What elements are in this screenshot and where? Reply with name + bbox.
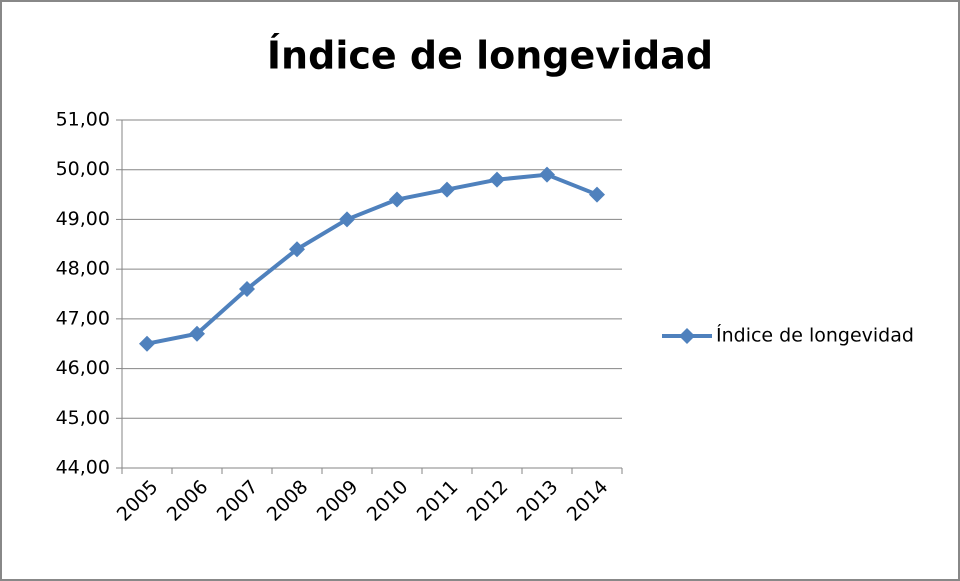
- y-tick-label: 49,00: [56, 208, 110, 230]
- marker: [339, 211, 355, 228]
- line-series: [146, 172, 598, 346]
- y-tick-label: 46,00: [56, 357, 110, 379]
- legend-marker: [679, 328, 695, 344]
- legend-label: Índice de longevidad: [716, 324, 914, 347]
- marker: [189, 325, 205, 342]
- marker: [539, 166, 555, 183]
- marker: [289, 241, 305, 258]
- marker: [239, 281, 255, 298]
- y-tick-label: 51,00: [56, 109, 110, 131]
- marker: [139, 335, 155, 352]
- y-tick-label: 50,00: [56, 158, 110, 180]
- y-tick-label: 47,00: [56, 307, 110, 329]
- chart-title: Índice de longevidad: [267, 34, 713, 78]
- marker: [489, 171, 505, 188]
- marker: [389, 191, 405, 208]
- y-tick-label: 45,00: [56, 407, 110, 429]
- y-tick-label: 44,00: [56, 457, 110, 479]
- y-tick-label: 48,00: [56, 258, 110, 280]
- marker: [589, 186, 605, 203]
- marker: [439, 181, 455, 198]
